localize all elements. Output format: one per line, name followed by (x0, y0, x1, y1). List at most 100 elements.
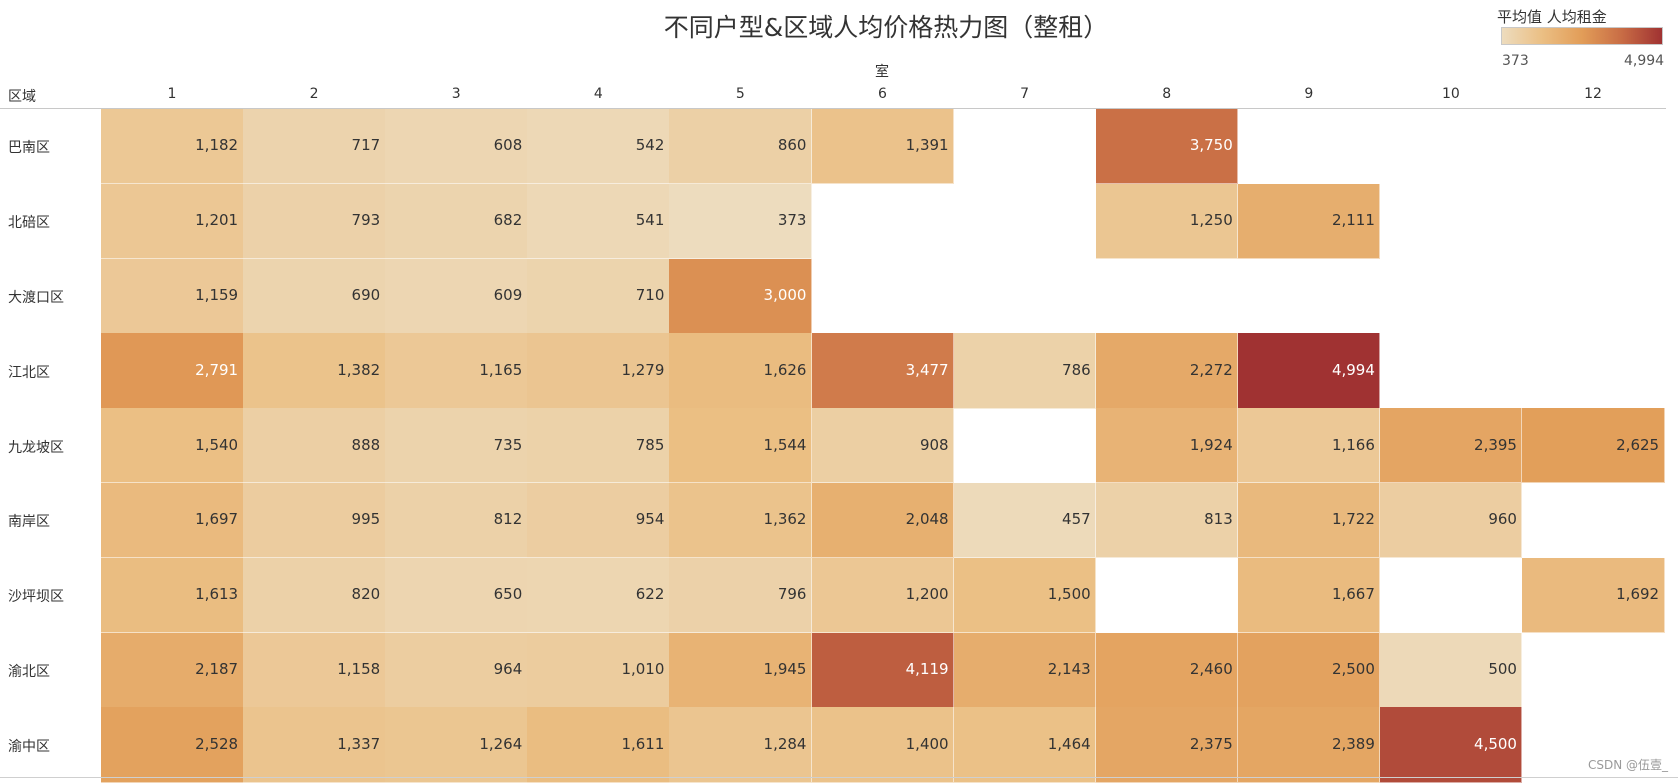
cell-value-label: 796 (777, 585, 807, 604)
cell-value-label: 4,994 (1331, 360, 1375, 379)
cell-value-label: 2,187 (195, 660, 239, 678)
row-header-6: 南岸区 (8, 514, 50, 531)
heatmap-cell (669, 483, 812, 559)
heatmap-cell (527, 483, 670, 559)
cell-value-label: 1,362 (763, 510, 807, 529)
cell-value-label: 1,200 (905, 585, 949, 604)
heatmap-cell (669, 333, 812, 409)
heatmap-cell (101, 258, 244, 334)
cell-value-label: 860 (777, 136, 807, 155)
heatmap-cell (953, 632, 1097, 708)
cell-value-label: 457 (1062, 510, 1091, 529)
heatmap-cell (385, 333, 528, 409)
column-header-9: 9 (1304, 86, 1314, 102)
heatmap-cell (101, 632, 244, 708)
cell-value-label: 3,000 (763, 286, 807, 304)
heatmap-cell (1237, 408, 1381, 484)
cell-value-label: 500 (1488, 660, 1517, 678)
heatmap-cell (811, 408, 955, 484)
cell-value-label: 4,500 (1474, 734, 1517, 753)
heatmap-cell (1095, 483, 1239, 559)
cell-value-label: 1,182 (195, 136, 239, 155)
cell-value-label: 1,945 (763, 660, 807, 678)
cell-value-label: 717 (351, 136, 381, 155)
heatmap-cell (243, 183, 386, 260)
cell-value-label: 1,158 (337, 660, 381, 678)
cell-value-label: 786 (1062, 360, 1091, 379)
heatmap-cell (101, 183, 244, 260)
cell-value-label: 1,010 (621, 660, 665, 678)
heatmap-cell (669, 408, 812, 484)
cell-value-label: 2,625 (1616, 435, 1660, 454)
heatmap-cell (243, 408, 386, 484)
heatmap-cell (243, 109, 386, 185)
row-header-8: 渝北区 (8, 664, 50, 680)
cell-value-label: 3,750 (1189, 136, 1233, 155)
heatmap-cell (385, 483, 528, 559)
heatmap-cell (953, 707, 1097, 783)
cell-value-label: 1,391 (905, 136, 949, 155)
cell-value-label: 735 (493, 435, 523, 454)
cell-value-label: 2,272 (1189, 360, 1233, 379)
heatmap-cell (669, 109, 812, 185)
heatmap-cell (527, 408, 670, 484)
row-header-9: 渝中区 (8, 738, 50, 755)
legend-title: 平均值 人均租金 (1497, 8, 1607, 26)
cell-value-label: 812 (493, 510, 523, 529)
cell-value-label: 1,667 (1331, 585, 1375, 604)
heatmap-cell (1095, 109, 1239, 185)
cell-value-label: 2,143 (1047, 660, 1091, 678)
heatmap-cell (1237, 483, 1381, 559)
column-header-3: 3 (451, 86, 461, 102)
y-axis-title: 区域 (8, 89, 36, 105)
cell-value-label: 2,500 (1331, 660, 1375, 678)
column-header-2: 2 (309, 86, 319, 102)
heatmap-cell (811, 109, 955, 185)
cell-value-label: 4,119 (905, 660, 949, 678)
cell-value-label: 1,165 (479, 360, 523, 379)
row-header-2: 北碚区 (8, 215, 50, 232)
watermark: CSDN @伍壹_ (1587, 758, 1668, 772)
cell-value-label: 1,924 (1189, 435, 1233, 454)
cell-value-label: 609 (493, 286, 523, 304)
heatmap-cell (527, 557, 670, 634)
heatmap-cell (1237, 632, 1381, 708)
heatmap-cell (1379, 483, 1523, 559)
legend-max-label: 4,994 (1624, 53, 1665, 69)
heatmap-cell (669, 632, 812, 708)
heatmap-cell (811, 632, 955, 708)
heatmap-cell (385, 408, 528, 484)
cell-value-label: 690 (351, 286, 381, 304)
heatmap-cell (527, 183, 670, 260)
heatmap-cell (101, 109, 244, 185)
row-header-7: 沙坪坝区 (8, 589, 64, 606)
cell-value-label: 1,284 (763, 734, 807, 753)
cell-value-label: 1,540 (195, 435, 239, 454)
heatmap-cell (243, 483, 386, 559)
cell-value-label: 1,692 (1616, 585, 1660, 604)
cell-value-label: 1,400 (905, 734, 949, 753)
cell-value-label: 2,111 (1331, 211, 1375, 230)
cell-value-label: 954 (635, 510, 665, 529)
heatmap-cell (1522, 408, 1665, 484)
legend-color-bar (1501, 27, 1663, 45)
heatmap-cell (1095, 183, 1239, 260)
heatmap-cell (953, 333, 1097, 409)
cell-value-label: 1,464 (1047, 734, 1091, 753)
cell-value-label: 1,722 (1331, 510, 1375, 529)
cell-value-label: 2,375 (1189, 734, 1233, 753)
heatmap-cell (1237, 557, 1381, 634)
cell-value-label: 888 (351, 435, 381, 454)
cell-value-label: 1,264 (479, 734, 523, 753)
column-header-5: 5 (735, 86, 745, 102)
heatmap-cell (1095, 333, 1239, 409)
cell-value-label: 960 (1488, 510, 1517, 529)
heatmap-cell (953, 483, 1097, 559)
heatmap-cell (385, 632, 528, 708)
cell-value-label: 820 (351, 585, 381, 604)
heatmap-cell (1522, 557, 1665, 634)
heatmap-cell (1095, 632, 1239, 708)
chart-title: 不同户型&区域人均价格热力图（整租） (663, 13, 1109, 42)
cell-value-label: 710 (635, 286, 665, 304)
heatmap-cell (101, 333, 244, 409)
